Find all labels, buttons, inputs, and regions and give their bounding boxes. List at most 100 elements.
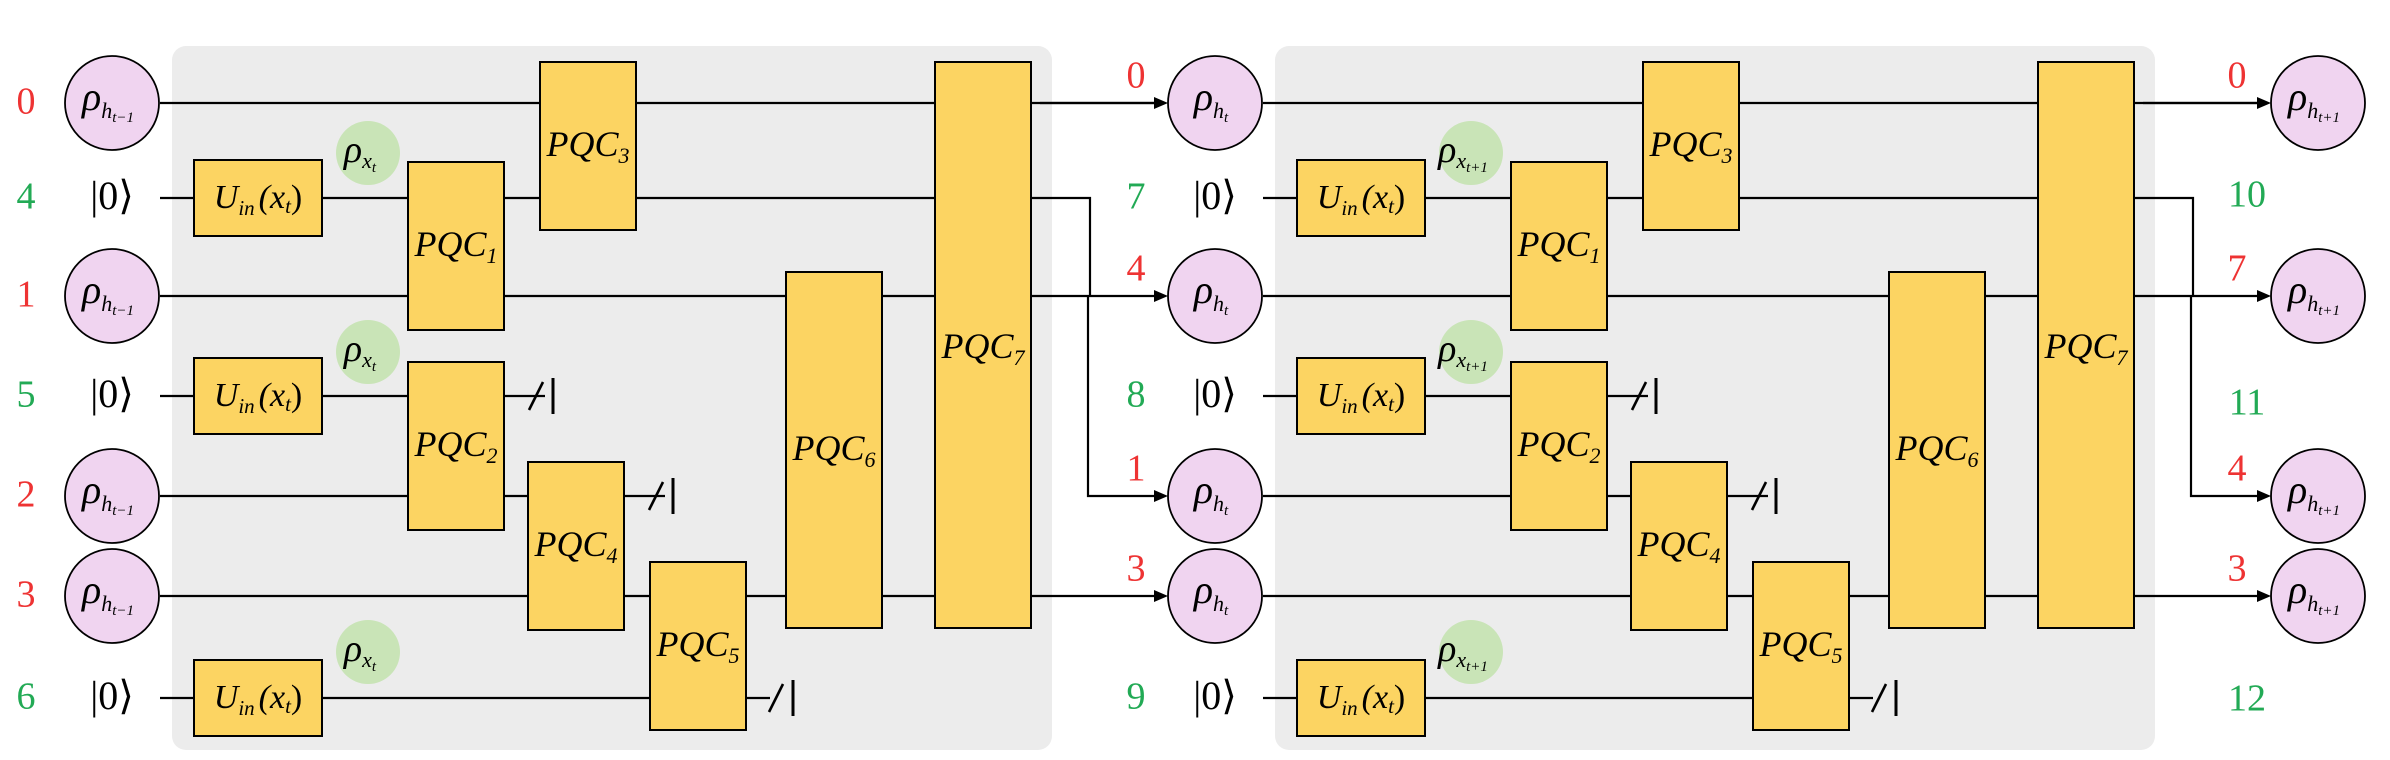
block2-xstate-b-label: ρxt+1 [1437,328,1488,376]
route-1-q4 [1040,196,1154,298]
input-hstate-0-label: ρht−1 [80,74,134,126]
out-hstate-0-label: ρht+1 [2286,74,2340,126]
right-qubit-index-green-1: 11 [2229,382,2266,424]
mid-hstate-1-label: ρht [1192,267,1229,319]
block1-discard-4-slash [647,481,665,511]
block1-pqc3 [539,61,637,231]
route-1-q1 [1040,294,1154,498]
block2-pqc2 [1510,361,1608,531]
mid-qubit-index-red-1: 4 [1127,248,1146,290]
block1-uin-1-label: Uin (xt) [214,179,303,220]
block1-xstate-a-circle [336,121,400,185]
left-qubit-index-4: 2 [17,474,36,516]
block2-uin-1-label: Uin (xt) [1317,179,1406,220]
block2-pqc6 [1888,271,1986,629]
block1-xstate-b-label: ρxt [343,328,377,376]
arrow-1-q1 [1154,490,1168,502]
block2-discard-4-slash [1750,481,1768,511]
block1-discard-6-slash [767,683,785,713]
mid-hstate-0-circle [1167,55,1263,151]
right-qubit-index-red-3: 3 [2228,548,2247,590]
block2-pqc4-label: PQC4 [1637,524,1721,568]
out-hstate-1-label: ρht+1 [2286,267,2340,319]
mid-qubit-index-green-2: 9 [1127,676,1146,718]
block1-pqc3-label: PQC3 [546,124,630,168]
input-hstate-1-label: ρht−1 [80,267,134,319]
block2-pqc7 [2037,61,2135,629]
block2-xstate-c-circle [1439,620,1503,684]
right-qubit-index-red-2: 4 [2228,448,2247,490]
ket-left-2: |0⟩ [90,673,134,718]
block2-xstate-a-label: ρxt+1 [1437,129,1488,177]
arrow-2-q7 [2257,290,2271,302]
mid-qubit-index-red-2: 1 [1127,448,1146,490]
block1-pqc4-label: PQC4 [534,524,618,568]
left-qubit-index-5: 3 [17,574,36,616]
block1-pqc6 [785,271,883,629]
block1-pqc1-label: PQC1 [414,224,498,268]
left-qubit-index-1: 4 [17,176,36,218]
mid-qubit-index-red-3: 3 [1127,548,1146,590]
out-hstate-3-circle [2270,548,2366,644]
block1-pqc5 [649,561,747,731]
out-hstate-0-circle [2270,55,2366,151]
left-qubit-index-0: 0 [17,81,36,123]
block1-uin-2-box [193,357,323,435]
ket-mid-0: |0⟩ [1193,173,1237,218]
block2-xstate-c-label: ρxt+1 [1437,628,1488,676]
mid-hstate-3-label: ρht [1192,567,1229,619]
block2-xstate-b-circle [1439,320,1503,384]
block1-xstate-c-label: ρxt [343,628,377,676]
right-qubit-index-red-1: 7 [2228,248,2247,290]
ket-left-1: |0⟩ [90,371,134,416]
mid-hstate-1-circle [1167,248,1263,344]
block2-pqc1-label: PQC1 [1517,224,1601,268]
arrow-1-q0 [1154,97,1168,109]
left-qubit-index-2: 1 [17,274,36,316]
mid-hstate-2-label: ρht [1192,467,1229,519]
input-hstate-2-circle [64,448,160,544]
block2-uin-1-box [1296,159,1426,237]
arrow-2-q4 [2257,490,2271,502]
route-2-q7 [2143,196,2257,298]
out-hstate-2-circle [2270,448,2366,544]
input-hstate-2-label: ρht−1 [80,467,134,519]
ket-left-0: |0⟩ [90,173,134,218]
arrow-2-q3 [2257,590,2271,602]
block2-pqc2-label: PQC2 [1517,424,1601,468]
right-qubit-index-green-2: 12 [2228,678,2266,720]
mid-qubit-index-green-1: 8 [1127,374,1146,416]
ket-mid-1: |0⟩ [1193,371,1237,416]
mid-qubit-index-red-0: 0 [1127,55,1146,97]
block1-pqc2-label: PQC2 [414,424,498,468]
mid-hstate-2-circle [1167,448,1263,544]
block2-pqc6-label: PQC6 [1895,428,1979,472]
block2-uin-2-label: Uin (xt) [1317,377,1406,418]
out-hstate-3-label: ρht+1 [2286,567,2340,619]
block2-uin-3-box [1296,659,1426,737]
left-qubit-index-6: 6 [17,676,36,718]
block2-xstate-a-circle [1439,121,1503,185]
input-hstate-1-circle [64,248,160,344]
block1-pqc1 [407,161,505,331]
input-hstate-3-circle [64,548,160,644]
block2-uin-2-box [1296,357,1426,435]
block2-pqc4 [1630,461,1728,631]
mid-qubit-index-green-0: 7 [1127,176,1146,218]
block2-pqc5-label: PQC5 [1759,624,1843,668]
block2-uin-3-label: Uin (xt) [1317,679,1406,720]
input-hstate-0-circle [64,55,160,151]
block2-pqc5 [1752,561,1850,731]
right-qubit-index-green-0: 10 [2228,174,2266,216]
block1-xstate-c-circle [336,620,400,684]
block1-pqc7-label: PQC7 [941,326,1026,370]
arrow-1-q3 [1154,590,1168,602]
arrow-1-q4 [1154,290,1168,302]
mid-hstate-3-circle [1167,548,1263,644]
block1-uin-3-label: Uin (xt) [214,679,303,720]
block2-pqc1 [1510,161,1608,331]
block1-pqc5-label: PQC5 [656,624,740,668]
block2-pqc3 [1642,61,1740,231]
ket-mid-2: |0⟩ [1193,673,1237,718]
